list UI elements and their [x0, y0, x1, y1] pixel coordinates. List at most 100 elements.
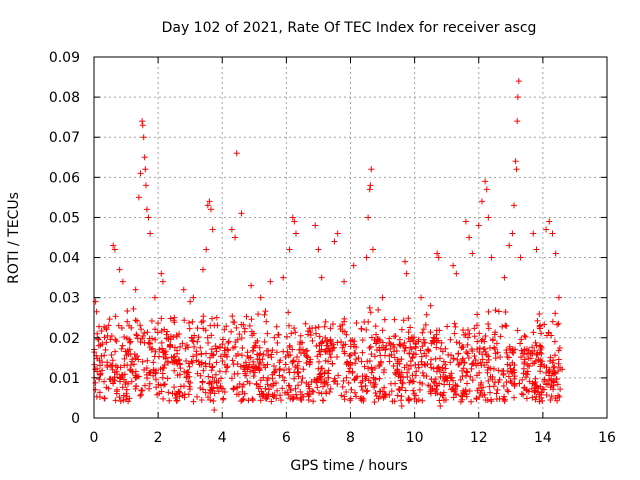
data-point [190, 353, 197, 360]
data-point [386, 392, 393, 399]
data-point [305, 396, 312, 403]
x-tick-label: 0 [90, 430, 99, 446]
data-point [94, 330, 101, 337]
x-tick-label: 16 [598, 430, 616, 446]
data-point [275, 331, 282, 338]
data-point [552, 310, 559, 317]
data-point [551, 338, 558, 345]
data-point [213, 345, 220, 352]
data-point [325, 367, 332, 374]
data-point [94, 365, 101, 372]
data-point [367, 309, 374, 316]
data-point [232, 234, 239, 241]
data-point [261, 311, 268, 318]
data-point [123, 386, 130, 393]
data-point [163, 335, 170, 342]
data-point [274, 387, 281, 394]
data-point [185, 378, 192, 385]
data-point [466, 387, 473, 394]
data-point [497, 333, 504, 340]
data-point [101, 334, 108, 341]
x-tick-label: 6 [282, 430, 291, 446]
data-point [548, 382, 555, 389]
data-point [365, 214, 372, 221]
data-point [402, 344, 409, 351]
data-point [409, 354, 416, 361]
data-point [553, 375, 560, 382]
data-point [112, 336, 119, 343]
data-point [452, 390, 459, 397]
data-point [283, 333, 290, 340]
data-point [332, 377, 339, 384]
data-point [95, 342, 102, 349]
data-point [541, 321, 548, 328]
data-point [206, 360, 213, 367]
data-point [549, 230, 556, 237]
data-point [492, 355, 499, 362]
data-point [133, 383, 140, 390]
data-point [494, 386, 501, 393]
data-point [285, 391, 292, 398]
data-point [444, 323, 451, 330]
data-point [361, 363, 368, 370]
data-point [198, 397, 205, 404]
data-point [144, 375, 151, 382]
data-point [191, 332, 198, 339]
data-point [536, 398, 543, 405]
data-point [237, 363, 244, 370]
data-point [447, 359, 454, 366]
data-point [274, 339, 281, 346]
data-point [367, 343, 374, 350]
data-point [152, 336, 159, 343]
data-point [532, 387, 539, 394]
data-point [316, 333, 323, 340]
data-point [279, 374, 286, 381]
data-point [391, 344, 398, 351]
data-point [490, 365, 497, 372]
data-point [493, 390, 500, 397]
data-point [541, 386, 548, 393]
data-point [442, 396, 449, 403]
data-point [104, 332, 111, 339]
data-point [209, 384, 216, 391]
data-point [527, 355, 534, 362]
data-point [209, 352, 216, 359]
data-point [233, 352, 240, 359]
data-point [386, 335, 393, 342]
x-tick-label: 10 [406, 430, 424, 446]
data-point [313, 330, 320, 337]
data-point [306, 359, 313, 366]
data-point [358, 325, 365, 332]
data-point [262, 308, 269, 315]
data-point [146, 335, 153, 342]
data-point [142, 382, 149, 389]
data-point [203, 246, 210, 253]
data-point [255, 365, 262, 372]
data-point [452, 323, 459, 330]
x-tick-label: 8 [346, 430, 355, 446]
data-point [276, 359, 283, 366]
data-point [268, 351, 275, 358]
data-point [112, 313, 119, 320]
data-point [309, 387, 316, 394]
data-point [103, 326, 110, 333]
data-point [454, 356, 461, 363]
data-point [183, 357, 190, 364]
data-point [291, 375, 298, 382]
data-point [425, 348, 432, 355]
data-point [547, 396, 554, 403]
data-point [101, 352, 108, 359]
data-point [141, 329, 148, 336]
data-point [112, 348, 119, 355]
data-point [547, 354, 554, 361]
data-point [256, 344, 263, 351]
data-point [244, 378, 251, 385]
data-point [200, 367, 207, 374]
data-point [131, 351, 138, 358]
data-point [482, 396, 489, 403]
data-point [213, 359, 220, 366]
data-point [219, 341, 226, 348]
data-point [520, 391, 527, 398]
data-point [427, 329, 434, 336]
data-point [344, 359, 351, 366]
